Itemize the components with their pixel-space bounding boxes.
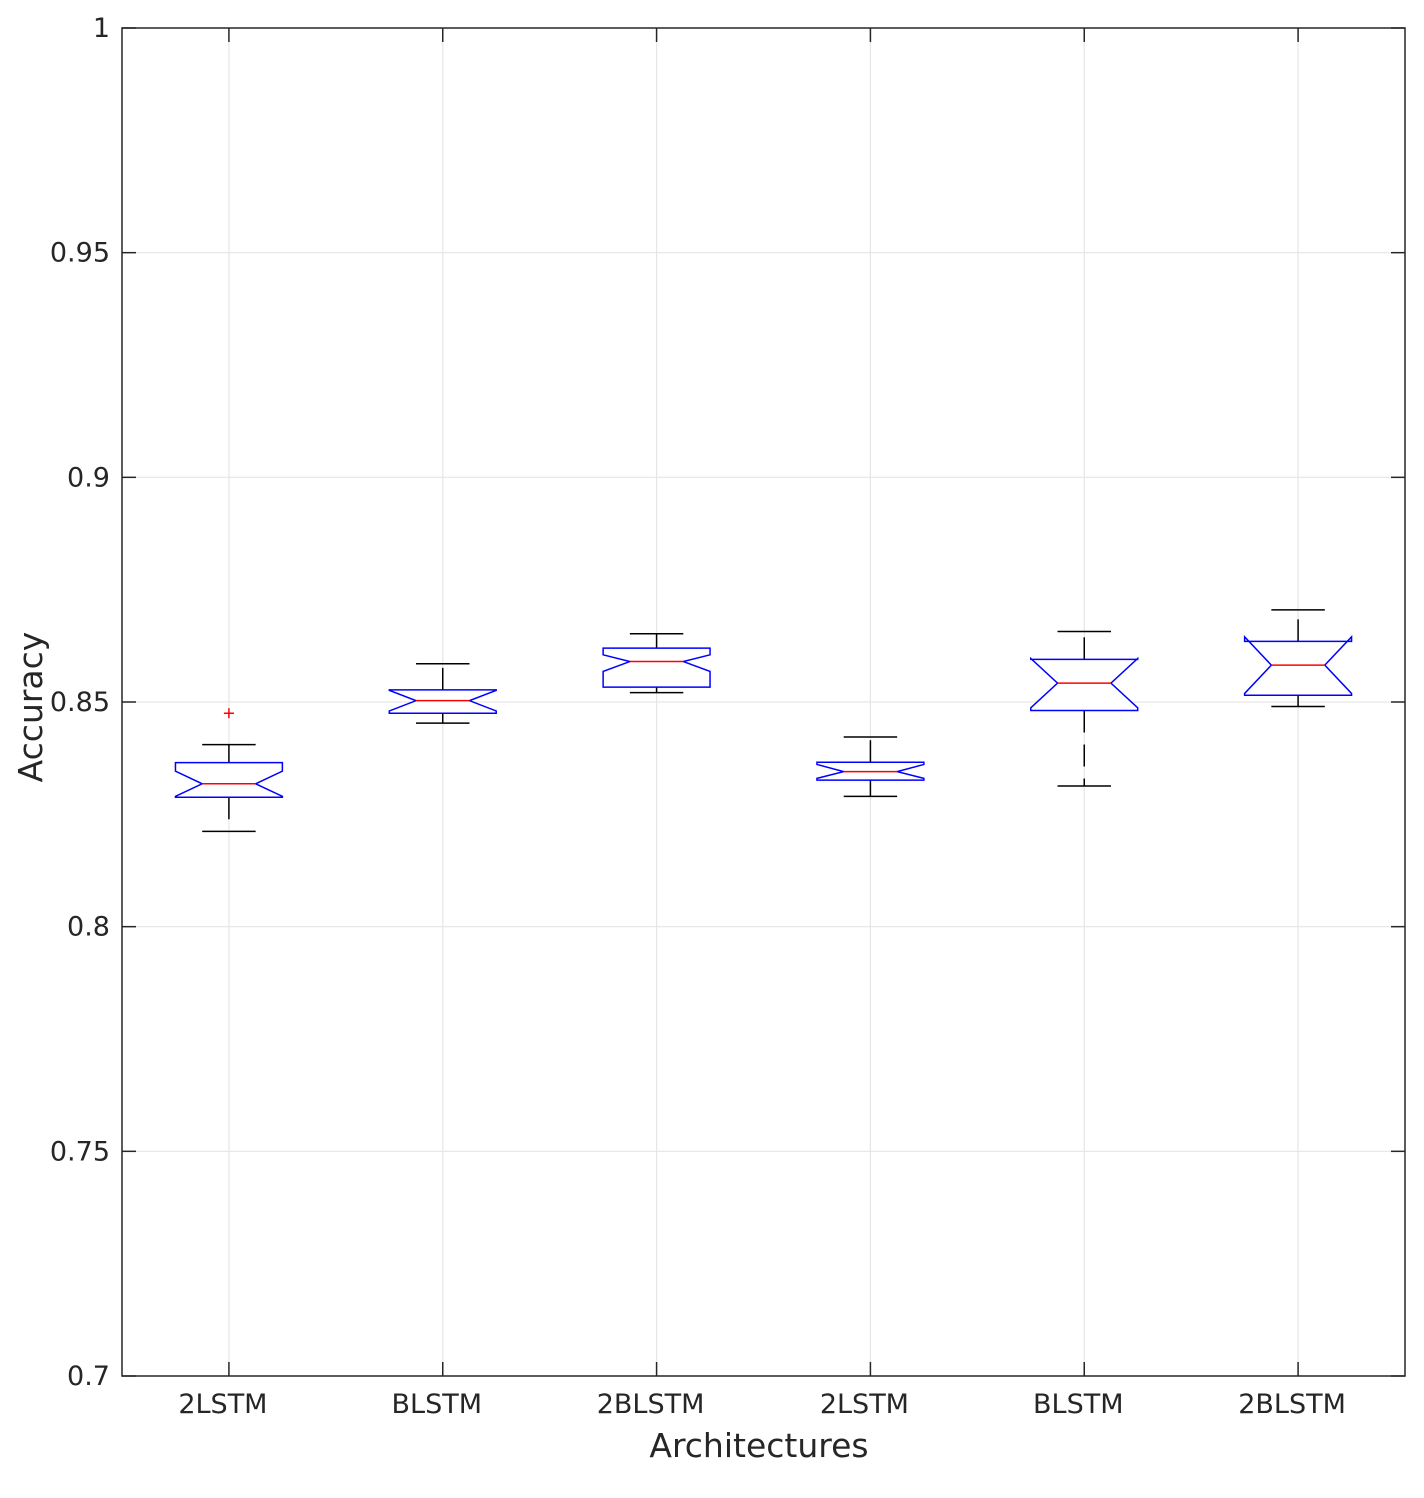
x-tick-label: 2LSTM [178,1389,267,1420]
y-axis-label: Accuracy [11,632,50,783]
y-tick-label: 0.9 [67,462,110,493]
grid-lines [122,28,1405,1376]
x-tick-labels: 2LSTM BLSTM 2BLSTM 2LSTM BLSTM 2BLSTM [178,1389,1346,1420]
y-tick-labels: 0.7 0.75 0.8 0.85 0.9 0.95 1 [50,13,110,1392]
y-tick-label: 0.75 [50,1136,110,1167]
y-tick-label: 0.85 [50,687,110,718]
y-tick-label: 1 [93,13,110,44]
x-tick-label: BLSTM [1033,1389,1124,1420]
x-tick-label: BLSTM [392,1389,483,1420]
x-tick-label: 2BLSTM [1238,1389,1346,1420]
box-group [388,663,497,724]
x-tick-label: 2BLSTM [597,1389,705,1420]
axis-ticks [122,27,1405,1377]
x-tick-label: 2LSTM [820,1389,909,1420]
box-series [174,609,1353,833]
notched-box [1030,656,1139,712]
box-group [174,708,284,833]
box-group [816,736,925,798]
box-group [602,632,711,694]
notched-box [174,761,284,799]
box-group [1030,630,1139,787]
notched-box [602,647,711,688]
x-axis-label: Architectures [649,1426,868,1465]
box-group [1243,609,1353,708]
y-tick-label: 0.8 [67,912,110,943]
notched-box [1243,634,1353,697]
notched-box [388,689,497,714]
outlier-marker [223,708,234,719]
y-tick-label: 0.7 [67,1361,110,1392]
y-tick-label: 0.95 [50,238,110,269]
